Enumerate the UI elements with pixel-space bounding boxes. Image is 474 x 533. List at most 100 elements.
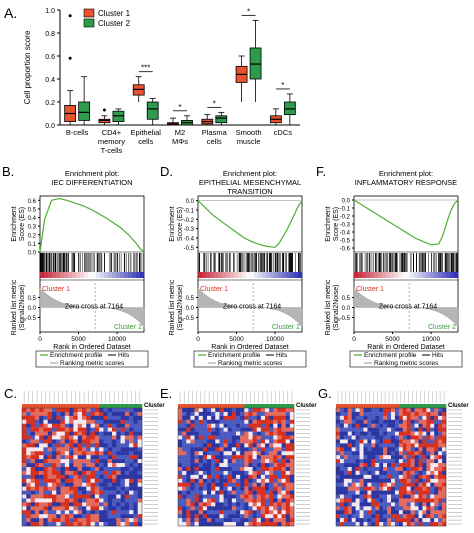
heatmap-cell [265,459,270,464]
heatmap-cell [387,490,392,495]
heatmap-cell [39,474,44,479]
heatmap-cell [426,486,431,491]
heatmap-cell [30,423,36,428]
heatmap-cell [414,463,419,468]
category-label: cDCs [274,128,293,137]
heatmap-cell [339,435,345,440]
heatmap-cell [103,467,108,472]
heatmap-cell [223,463,228,468]
heatmap-cell [277,415,282,420]
heatmap-cell [375,427,380,432]
heatmap-cell [442,486,447,491]
heatmap-cell [211,502,216,507]
heatmap-cell [434,494,439,499]
heatmap-cell [240,443,245,448]
heatmap-cell [410,486,415,491]
heatmap-cell [442,427,447,432]
heatmap-cell [186,443,191,448]
heatmap-cell [265,490,270,495]
heatmap-cell [406,470,411,476]
heatmap-cell [285,419,291,424]
heatmap-cell [34,451,40,456]
heatmap-cell [347,478,352,483]
heatmap-cell [22,423,27,428]
heatmap-cell [207,439,212,444]
heatmap-cell [343,522,348,527]
heatmap-cell [391,514,396,519]
heatmap-cell [86,494,91,499]
heatmap-cell [56,467,61,472]
heatmap-cell [227,510,233,515]
heatmap-cell [178,455,183,460]
heatmap-cell [367,451,372,456]
heatmap-cell [402,419,407,424]
heatmap-cell [363,408,368,413]
heatmap-cell [69,470,74,476]
heatmap-cell [34,490,40,495]
heatmap-cell [99,502,104,507]
heatmap-cell [398,474,403,479]
heatmap-cell [442,408,447,413]
heatmap-cell [94,463,100,468]
rank-colorbar-segment [378,272,383,278]
heatmap-cell [402,494,407,499]
heatmap-cell [281,411,286,417]
heatmap-cell [343,510,348,515]
heatmap-cell [351,455,356,460]
heatmap-cell [178,482,183,487]
heatmap-cell [133,408,138,413]
heatmap-cell [398,486,403,491]
heatmap-cell [178,506,183,511]
heatmap-cell [47,474,53,479]
heatmap-cell [252,431,257,436]
rank-colorbar-segment [238,272,243,278]
heatmap-cell [351,423,356,428]
heatmap-cell [22,486,27,491]
heatmap-cell [391,518,396,523]
panel-label-a: A. [4,5,17,21]
heatmap-cell [52,455,57,460]
cluster-bar-cell [178,404,183,408]
heatmap-cell [269,419,274,424]
heatmap-cell [240,482,245,487]
heatmap-cell [73,415,78,420]
heatmap-cell [219,423,224,428]
heatmap-cell [269,478,274,483]
heatmap-cell [107,514,113,519]
heatmap-cell [103,427,108,432]
heatmap-cell [219,470,224,476]
heatmap-cell [194,522,199,527]
heatmap-cell [116,423,121,428]
heatmap-cell [438,510,443,515]
heatmap-cell [410,470,415,476]
heatmap-cell [77,463,83,468]
heatmap-cell [260,411,266,417]
cluster-bar-cell [347,404,352,408]
heatmap-cell [223,431,228,436]
gsea-title: Enrichment plot: [379,169,433,178]
heatmap-cell [69,435,74,440]
heatmap-cell [231,467,237,472]
heatmap-cell [351,443,356,448]
heatmap-cell [387,427,392,432]
y-tick-label: 0.4 [45,77,55,84]
rank-colorbar-segment [242,272,247,278]
heatmap-cell [103,408,108,413]
heatmap-cell [22,408,27,413]
heatmap-cell [347,514,352,519]
heatmap-cell [442,467,447,472]
cluster-bar-cell [398,404,403,408]
heatmap-cell [371,439,376,444]
heatmap-cell [406,431,411,436]
heatmap-cell [442,470,447,476]
heatmap-cell [215,435,220,440]
heatmap-cell [240,427,245,432]
heatmap-cell [442,494,447,499]
heatmap-cell [367,463,372,468]
column-labels-area [178,390,294,406]
heatmap-cell [269,474,274,479]
heatmap-cell [252,494,257,499]
heatmap-cell [194,514,199,519]
heatmap-cell [137,431,143,436]
heatmap-cell [414,408,419,413]
